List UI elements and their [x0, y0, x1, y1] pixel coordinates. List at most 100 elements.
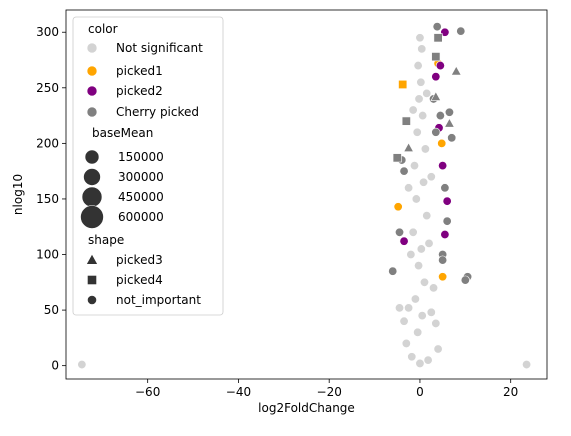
data-point	[77, 360, 87, 370]
legend: color Not significant picked1 picked2 Cherry…	[72, 16, 224, 316]
data-point	[404, 303, 414, 313]
data-point	[440, 183, 450, 193]
x-tick-label: −20	[317, 385, 342, 399]
data-point	[444, 107, 454, 117]
data-point	[419, 277, 429, 287]
data-point	[417, 311, 427, 321]
data-point	[392, 153, 402, 163]
data-point	[522, 360, 532, 370]
data-point	[447, 133, 457, 143]
data-point	[438, 272, 448, 282]
legend-size-label: 150000	[118, 150, 164, 164]
data-point	[413, 61, 423, 71]
legend-color-swatch	[86, 106, 98, 118]
legend-color-label: picked2	[116, 84, 163, 98]
data-point	[422, 88, 432, 98]
points-layer	[77, 22, 532, 370]
data-point	[408, 227, 418, 237]
data-point	[395, 227, 405, 237]
y-axis: 0 50 100 150 200 250 300	[36, 25, 66, 373]
legend-color-label: Cherry picked	[116, 105, 199, 119]
data-point	[417, 44, 427, 54]
legend-size-label: 450000	[118, 190, 164, 204]
data-point	[399, 236, 409, 246]
data-point	[456, 26, 466, 36]
x-tick-label: −40	[226, 385, 251, 399]
data-point	[431, 318, 441, 328]
data-point	[388, 266, 398, 276]
y-axis-label: nlog10	[11, 174, 25, 215]
data-point	[398, 79, 408, 89]
x-tick-label: 20	[503, 385, 518, 399]
legend-shape-marker	[87, 275, 97, 285]
legend-color-label: Not significant	[116, 41, 203, 55]
axes-frame	[65, 9, 548, 380]
data-point	[420, 144, 430, 154]
data-point	[412, 127, 422, 137]
data-point	[426, 307, 436, 317]
data-point	[423, 355, 433, 365]
data-point	[422, 211, 432, 221]
y-tick-label: 250	[36, 81, 59, 95]
data-point	[401, 116, 411, 126]
x-axis-label: log2FoldChange	[258, 401, 355, 415]
data-point	[426, 172, 436, 182]
y-tick-label: 300	[36, 25, 59, 39]
data-point	[418, 111, 428, 121]
y-tick-label: 200	[36, 136, 59, 150]
legend-size-marker	[83, 168, 101, 186]
data-point	[430, 91, 442, 101]
data-point	[393, 202, 403, 212]
legend-size-marker	[81, 186, 103, 208]
data-point	[407, 352, 417, 362]
data-point	[432, 22, 442, 32]
legend-size-title: baseMean	[92, 126, 153, 140]
data-point	[431, 52, 441, 62]
data-point	[414, 94, 424, 104]
data-point	[431, 72, 441, 82]
legend-size-label: 600000	[118, 210, 164, 224]
data-point	[408, 105, 418, 115]
legend-size-label: 300000	[118, 170, 164, 184]
y-tick-label: 100	[36, 248, 59, 262]
legend-box	[72, 16, 224, 316]
data-point	[450, 65, 462, 76]
x-tick-label: −60	[135, 385, 160, 399]
data-point	[433, 344, 443, 354]
data-point	[401, 338, 411, 348]
x-tick-label: 0	[416, 385, 424, 399]
y-tick-label: 50	[44, 303, 59, 317]
legend-shape-label: not_important	[116, 293, 201, 307]
data-point	[414, 261, 424, 271]
legend-shape-label: picked3	[116, 253, 163, 267]
data-point	[438, 255, 448, 265]
legend-color-label: picked1	[116, 64, 163, 78]
data-point	[409, 161, 419, 171]
data-point	[410, 294, 420, 304]
data-point	[399, 166, 409, 176]
y-tick-label: 0	[51, 359, 59, 373]
data-point	[395, 303, 405, 313]
data-point	[435, 111, 445, 121]
legend-color-title: color	[88, 22, 118, 36]
data-point	[416, 77, 426, 87]
data-point	[435, 61, 445, 71]
data-point	[419, 177, 429, 187]
legend-color-swatch	[86, 85, 98, 97]
data-point	[403, 142, 414, 152]
data-point	[411, 194, 421, 204]
data-point	[404, 183, 414, 193]
data-point	[406, 250, 416, 260]
x-axis: −60 −40 −20 0 20	[135, 379, 518, 399]
data-point	[399, 316, 409, 326]
data-point	[429, 283, 439, 293]
legend-size-marker	[80, 205, 104, 229]
data-point	[415, 358, 425, 368]
legend-shape-title: shape	[88, 233, 124, 247]
data-point	[442, 216, 452, 226]
data-point	[440, 230, 450, 240]
legend-shape-label: picked4	[116, 273, 163, 287]
data-point	[433, 33, 443, 43]
